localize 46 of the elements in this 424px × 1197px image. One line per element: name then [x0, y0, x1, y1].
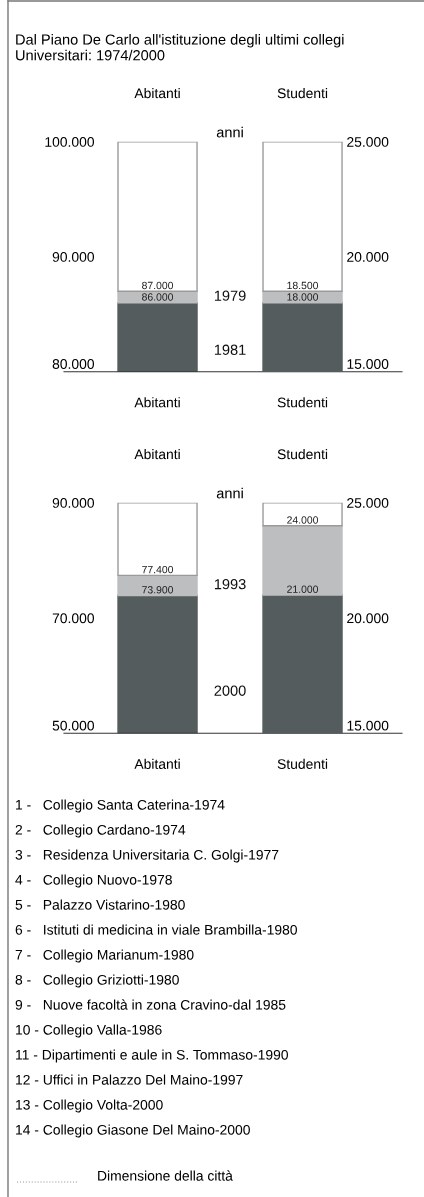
- y-tick-label: 20.000: [347, 252, 389, 262]
- annotation: 18.500: [287, 281, 319, 290]
- series-label: 1981: [214, 344, 246, 355]
- y-tick-label: 100.000: [45, 137, 95, 147]
- text: 6 - Istituti di medicina in viale Brambilla-1980: [15, 924, 297, 935]
- series-label: 1979: [214, 290, 246, 301]
- text: 1 - Collegio Santa Caterina-1974: [16, 799, 225, 813]
- y-tick-label: 70.000: [52, 613, 95, 624]
- text: 14 - Collegio Giasone Del Maino-2000: [16, 1124, 250, 1138]
- annotation: 86.000: [142, 293, 174, 301]
- text: 9 - Nuove facoltà in zona Cravino-dal 1985: [15, 999, 286, 1010]
- category-label: Studenti: [277, 88, 328, 99]
- y-tick-label: 20.000: [347, 613, 389, 624]
- text: 11 - Dipartimenti e aule in S. Tommaso-1990: [16, 1049, 288, 1063]
- annotation: 18.000: [287, 293, 319, 301]
- y-tick-label: 15.000: [347, 720, 389, 731]
- y-tick-label: 90.000: [52, 252, 95, 262]
- category-label: Abitanti: [134, 88, 180, 99]
- chart-title: Dal Piano De Carlo all'istituzione degli ultimi collegi Universitari: 1974/2000: [16, 34, 344, 61]
- annotation: 24.000: [287, 516, 319, 524]
- legend-title: anni: [216, 487, 243, 499]
- text: 4 - Collegio Nuovo-1978: [15, 874, 172, 888]
- text: 5 - Palazzo Vistarino-1980: [15, 899, 185, 910]
- text: 3 - Residenza Universitaria C. Golgi-1977: [15, 849, 279, 863]
- text: 7 - Collegio Marianum-1980: [15, 949, 194, 963]
- series-label: 2000: [214, 685, 246, 696]
- annotation: 87.000: [142, 281, 174, 290]
- category-label: Studenti: [277, 449, 328, 460]
- text: 12 - Uffici in Palazzo Del Maino-1997: [16, 1074, 243, 1085]
- y-tick-label: 50.000: [52, 720, 95, 731]
- annotation: 21.000: [287, 585, 319, 593]
- category-label: Abitanti: [134, 449, 180, 460]
- text: 13 - Collegio Volta-2000: [16, 1099, 163, 1113]
- y-tick-label: 15.000: [347, 359, 389, 369]
- y-tick-label: 90.000: [52, 498, 95, 508]
- annotation: 73.900: [142, 586, 174, 594]
- text: 10 - Collegio Valla-1986: [16, 1024, 162, 1038]
- y-tick-label: 25.000: [347, 498, 389, 508]
- series-label: 1993: [214, 579, 246, 590]
- text: 8 - Collegio Griziotti-1980: [15, 974, 179, 988]
- y-tick-label: 80.000: [52, 359, 95, 369]
- legend-title: anni: [216, 126, 243, 138]
- annotation: 77.400: [142, 565, 174, 574]
- y-tick-label: 25.000: [347, 137, 389, 147]
- text: Dimensione della città: [98, 1170, 233, 1181]
- text: 2 - Collegio Cardano-1974: [15, 824, 186, 838]
